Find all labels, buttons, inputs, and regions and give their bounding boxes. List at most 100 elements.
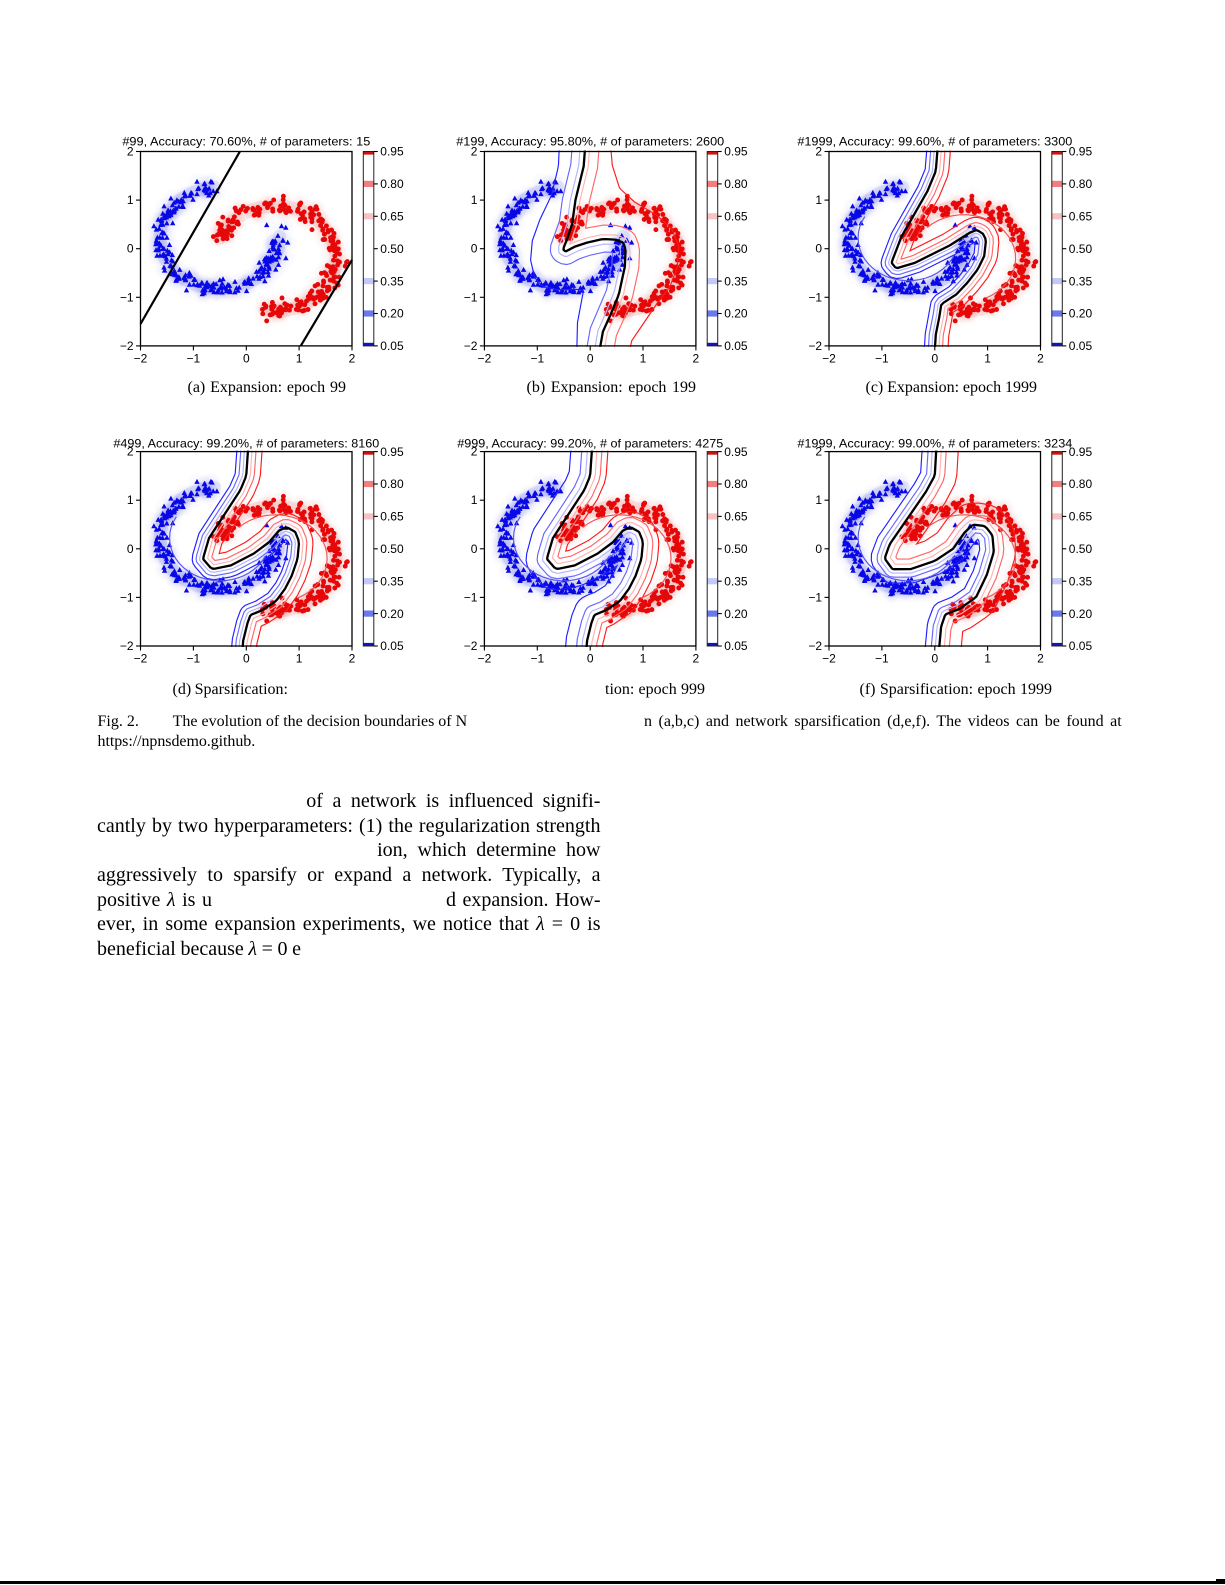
svg-text:0: 0 [931,652,938,666]
svg-text:#1999, Accuracy: 99.60%, # of: #1999, Accuracy: 99.60%, # of parameters… [797,134,1072,148]
svg-text:0: 0 [243,652,250,666]
svg-text:−2: −2 [120,339,134,353]
svg-text:0.20: 0.20 [1069,307,1093,321]
svg-text:−1: −1 [808,290,822,304]
svg-text:0.50: 0.50 [1069,242,1093,256]
svg-text:#99, Accuracy: 70.60%, # of pa: #99, Accuracy: 70.60%, # of parameters: … [122,134,370,148]
svg-text:2: 2 [815,145,822,159]
svg-text:−1: −1 [464,290,478,304]
svg-text:1: 1 [127,193,134,207]
svg-text:−2: −2 [822,351,836,365]
svg-text:2: 2 [693,351,700,365]
svg-text:#499, Accuracy: 99.20%, # of p: #499, Accuracy: 99.20%, # of parameters:… [113,436,379,450]
svg-text:−1: −1 [875,652,889,666]
svg-text:2: 2 [127,145,134,159]
svg-text:1: 1 [296,351,303,365]
svg-text:−2: −2 [822,652,836,666]
svg-text:−2: −2 [478,652,492,666]
svg-text:−1: −1 [120,290,134,304]
svg-text:0.80: 0.80 [380,177,404,191]
svg-text:1: 1 [127,493,134,507]
svg-text:−1: −1 [187,351,201,365]
svg-text:0.05: 0.05 [380,639,404,653]
svg-text:0.95: 0.95 [724,445,748,459]
svg-text:1: 1 [815,493,822,507]
svg-text:0.80: 0.80 [1069,177,1093,191]
svg-text:1: 1 [471,193,478,207]
svg-text:0.05: 0.05 [724,339,748,353]
svg-text:1: 1 [640,652,647,666]
svg-text:−2: −2 [120,639,134,653]
svg-text:0.65: 0.65 [380,510,404,524]
svg-text:1: 1 [296,652,303,666]
svg-text:−2: −2 [478,351,492,365]
svg-text:0.80: 0.80 [1069,477,1093,491]
svg-text:0.20: 0.20 [724,607,748,621]
svg-text:0.35: 0.35 [1069,574,1093,588]
svg-text:−2: −2 [134,652,148,666]
svg-text:2: 2 [471,145,478,159]
svg-text:−1: −1 [464,590,478,604]
svg-text:−1: −1 [875,351,889,365]
svg-text:−2: −2 [464,339,478,353]
svg-text:−1: −1 [530,351,544,365]
svg-text:0: 0 [243,351,250,365]
svg-text:0.80: 0.80 [724,177,748,191]
svg-text:#199, Accuracy: 95.80%, # of p: #199, Accuracy: 95.80%, # of parameters:… [456,134,724,148]
svg-text:0.65: 0.65 [724,210,748,224]
svg-text:1: 1 [640,351,647,365]
svg-text:0.95: 0.95 [380,145,404,159]
svg-text:0.95: 0.95 [724,145,748,159]
svg-text:0.05: 0.05 [1069,639,1093,653]
svg-text:0: 0 [587,351,594,365]
svg-text:0.65: 0.65 [380,210,404,224]
svg-text:−1: −1 [187,652,201,666]
svg-text:1: 1 [815,193,822,207]
svg-text:0.35: 0.35 [724,274,748,288]
svg-text:−1: −1 [120,590,134,604]
svg-text:2: 2 [693,652,700,666]
svg-text:0.50: 0.50 [1069,542,1093,556]
svg-text:0.50: 0.50 [380,542,404,556]
svg-text:0.50: 0.50 [724,542,748,556]
svg-text:0: 0 [815,242,822,256]
svg-text:1: 1 [984,351,991,365]
svg-text:0.20: 0.20 [380,307,404,321]
svg-text:−2: −2 [464,639,478,653]
svg-text:0: 0 [127,542,134,556]
svg-text:0: 0 [471,242,478,256]
svg-text:#999, Accuracy: 99.20%, # of p: #999, Accuracy: 99.20%, # of parameters:… [457,436,723,450]
svg-text:0: 0 [587,652,594,666]
svg-text:0.20: 0.20 [380,607,404,621]
svg-text:2: 2 [471,445,478,459]
svg-text:0: 0 [127,242,134,256]
svg-text:0.95: 0.95 [1069,445,1093,459]
svg-text:0: 0 [815,542,822,556]
svg-text:2: 2 [349,351,356,365]
svg-text:0.65: 0.65 [724,510,748,524]
svg-text:1: 1 [984,652,991,666]
svg-text:−2: −2 [134,351,148,365]
svg-text:−2: −2 [808,639,822,653]
svg-text:0.95: 0.95 [380,445,404,459]
svg-text:2: 2 [815,445,822,459]
svg-text:0: 0 [931,351,938,365]
svg-text:0.50: 0.50 [724,242,748,256]
svg-text:0.65: 0.65 [1069,210,1093,224]
svg-text:2: 2 [127,445,134,459]
svg-text:0.05: 0.05 [380,339,404,353]
svg-text:0.35: 0.35 [1069,274,1093,288]
svg-text:0.05: 0.05 [724,639,748,653]
svg-text:0.80: 0.80 [724,477,748,491]
svg-text:0.80: 0.80 [380,477,404,491]
svg-text:−2: −2 [808,339,822,353]
svg-text:1: 1 [471,493,478,507]
svg-text:0: 0 [471,542,478,556]
svg-text:−1: −1 [808,590,822,604]
svg-text:0.35: 0.35 [380,274,404,288]
svg-text:#1999, Accuracy: 99.00%, # of: #1999, Accuracy: 99.00%, # of parameters… [797,436,1072,450]
svg-text:0.20: 0.20 [1069,607,1093,621]
svg-text:0.05: 0.05 [1069,339,1093,353]
svg-text:0.65: 0.65 [1069,510,1093,524]
svg-text:0.20: 0.20 [724,307,748,321]
